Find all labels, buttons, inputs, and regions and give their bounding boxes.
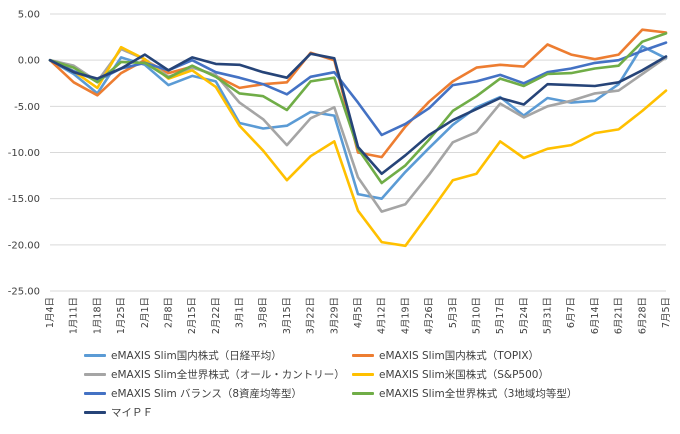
x-tick-label: 1月18日	[92, 297, 103, 334]
x-tick-label: 7月5日	[661, 297, 672, 328]
x-tick-label: 6月7日	[566, 297, 577, 328]
x-axis-tick-labels: 1月4日 1月11日 1月18日 1月25日 2月1日 2月8日 2月15日 2月22日 3月1…	[45, 297, 672, 334]
legend-item-my-pf: マイＰＦ	[84, 405, 352, 420]
y-tick-label: 5.00	[18, 10, 40, 21]
x-tick-label: 2月8日	[163, 297, 174, 328]
legend-swatch	[84, 411, 106, 414]
x-tick-label: 4月26日	[424, 297, 435, 334]
x-tick-label: 3月15日	[282, 297, 293, 334]
y-tick-label: -15.00	[8, 194, 40, 205]
legend-label: eMAXIS Slim国内株式（日経平均）	[111, 350, 282, 362]
series-lines	[48, 28, 668, 248]
x-tick-label: 5月24日	[519, 297, 530, 334]
legend-label: eMAXIS Slim米国株式（S&P500）	[379, 369, 549, 381]
legend-label: eMAXIS Slim全世界株式（3地域均等型）	[379, 388, 578, 400]
x-tick-label: 1月4日	[45, 297, 56, 328]
x-tick-label: 3月1日	[235, 297, 246, 328]
x-tick-label: 4月5日	[353, 297, 364, 328]
series-line-0	[48, 44, 668, 200]
x-tick-label: 3月29日	[329, 297, 340, 334]
x-tick-label: 4月19日	[400, 297, 411, 334]
legend-item-sp500: eMAXIS Slim米国株式（S&P500）	[352, 367, 620, 382]
x-tick-label: 6月14日	[590, 297, 601, 334]
legend-swatch	[352, 354, 374, 357]
x-tick-label: 5月17日	[495, 297, 506, 334]
x-tick-label: 2月1日	[140, 297, 151, 328]
series-line-6	[48, 52, 668, 175]
x-tick-label: 4月12日	[377, 297, 388, 334]
legend-swatch	[84, 373, 106, 376]
x-tick-label: 1月11日	[69, 297, 80, 334]
legend-item-topix: eMAXIS Slim国内株式（TOPIX）	[352, 348, 620, 363]
y-axis-tick-labels: 5.00 0.00 -5.00 -10.00 -15.00 -20.00 -25.00	[8, 10, 40, 298]
legend-label: eMAXIS Slim バランス（8資産均等型）	[111, 388, 303, 400]
x-tick-label: 1月25日	[116, 297, 127, 334]
x-tick-label: 2月15日	[187, 297, 198, 334]
x-tick-label: 5月3日	[448, 297, 459, 328]
x-tick-label: 2月22日	[211, 297, 222, 334]
y-tick-label: -20.00	[8, 240, 40, 251]
legend-label: eMAXIS Slim全世界株式（オール・カントリー）	[111, 369, 345, 381]
legend-swatch	[84, 354, 106, 357]
y-tick-label: -5.00	[14, 102, 40, 113]
x-tick-label: 5月31日	[543, 297, 554, 334]
y-tick-label: -25.00	[8, 287, 40, 298]
legend-item-nikkei: eMAXIS Slim国内株式（日経平均）	[84, 348, 352, 363]
x-tick-label: 3月8日	[258, 297, 269, 328]
y-tick-label: 0.00	[18, 56, 40, 67]
x-tick-label: 5月10日	[471, 297, 482, 334]
x-tick-label: 6月28日	[637, 297, 648, 334]
series-line-4	[48, 41, 668, 137]
x-tick-label: 3月22日	[306, 297, 317, 334]
legend-label: マイＰＦ	[111, 407, 153, 419]
x-tick-label: 6月21日	[614, 297, 625, 334]
legend-label: eMAXIS Slim国内株式（TOPIX）	[379, 350, 540, 362]
y-tick-label: -10.00	[8, 148, 40, 159]
legend-swatch	[352, 373, 374, 376]
chart-legend: eMAXIS Slim国内株式（日経平均） eMAXIS Slim国内株式（TO…	[84, 346, 674, 422]
legend-item-three-region: eMAXIS Slim全世界株式（3地域均等型）	[352, 386, 620, 401]
legend-swatch	[84, 392, 106, 395]
legend-item-all-country: eMAXIS Slim全世界株式（オール・カントリー）	[84, 367, 352, 382]
legend-item-balance: eMAXIS Slim バランス（8資産均等型）	[84, 386, 352, 401]
legend-swatch	[352, 392, 374, 395]
